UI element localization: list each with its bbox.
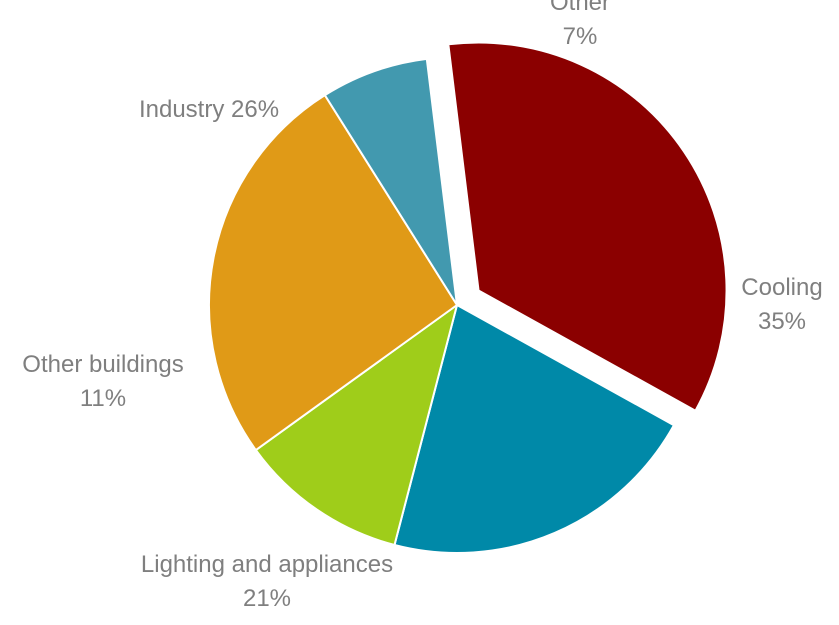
- pie-slices: [208, 41, 728, 554]
- data-label-lighting-and-appliances: Lighting and appliances 21%: [141, 551, 393, 612]
- data-label-other-buildings: Other buildings 11%: [22, 351, 183, 412]
- pie-slice-lighting-and-appliances: [393, 304, 675, 554]
- pie-slice-cooling: [447, 41, 728, 412]
- data-label-other: Other 7%: [550, 0, 610, 50]
- pie-slice-other-buildings: [254, 304, 458, 546]
- pie-labels: Cooling 35% Lighting and appliances 21% Othe…: [22, 0, 822, 612]
- data-label-cooling: Cooling 35%: [741, 274, 822, 335]
- pie-slice-other: [323, 57, 458, 306]
- pie-slice-industry: [208, 94, 458, 452]
- data-label-industry: Industry 26%: [139, 96, 279, 123]
